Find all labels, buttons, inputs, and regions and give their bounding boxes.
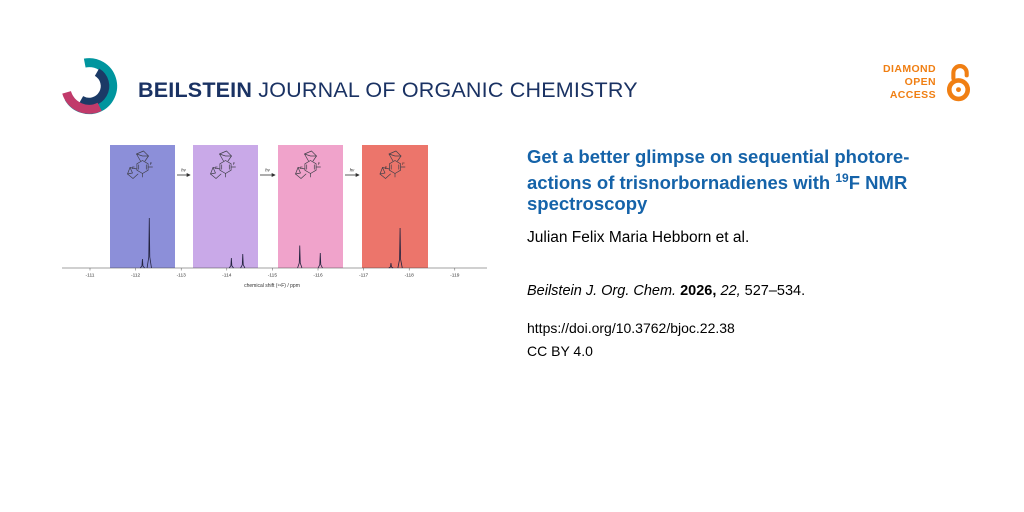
- fluorine-label: F: [132, 165, 135, 170]
- lock-body: [946, 78, 971, 102]
- nmr-figure: F F F F F F F F hν hν hν -111 -112 -113 -11…: [62, 145, 487, 289]
- lock-keyhole: [956, 87, 961, 93]
- axis-tick-label: -117: [359, 273, 369, 279]
- fluorine-label: F: [233, 161, 236, 166]
- article-license: CC BY 4.0: [527, 342, 593, 359]
- axis-label: chemical shift (¹⁹F) / ppm: [244, 283, 300, 289]
- axis-tick-label: -112: [131, 273, 141, 279]
- hv-label: hν: [350, 168, 355, 173]
- lock-shackle: [951, 64, 969, 81]
- logo-crimson-arc: [62, 90, 102, 114]
- axis-tick-label: -114: [222, 273, 232, 279]
- citation-year: 2026,: [680, 282, 721, 299]
- title-line-1: Get a better glimpse on sequential photo…: [527, 146, 910, 167]
- journal-name-rest: JOURNAL OF ORGANIC CHEMISTRY: [252, 78, 638, 102]
- fluorine-label: F: [300, 165, 303, 170]
- journal-name-bold: BEILSTEIN: [138, 78, 253, 102]
- oa-line-access: ACCESS: [889, 89, 936, 101]
- nmr-peak: [317, 252, 323, 269]
- axis-tick-label: -115: [268, 273, 278, 279]
- nmr-peak: [397, 227, 403, 269]
- spectrum-panel-2: [193, 145, 258, 268]
- article-citation: Beilstein J. Org. Chem. 2026, 22, 527–53…: [527, 283, 973, 299]
- beilstein-logo: [62, 58, 118, 115]
- open-access-badge: DIAMOND OPEN ACCESS: [883, 62, 974, 103]
- title-line-3: spectroscopy: [527, 193, 648, 215]
- article-meta: Get a better glimpse on sequential photo…: [527, 146, 973, 359]
- axis-tick-label: -111: [86, 273, 95, 279]
- citation-journal: Beilstein J. Org. Chem.: [527, 282, 681, 299]
- journal-title: BEILSTEIN JOURNAL OF ORGANIC CHEMISTRY: [138, 78, 638, 103]
- oa-line-open: OPEN: [904, 76, 936, 88]
- nmr-peak: [146, 217, 152, 269]
- fluorine-label: F: [215, 165, 218, 170]
- nmr-peak: [240, 253, 246, 269]
- axis-tick-label: -116: [313, 273, 323, 279]
- nmr-peak: [388, 262, 394, 269]
- oa-line-diamond: DIAMOND: [883, 63, 936, 75]
- fluorine-label: F: [402, 161, 405, 166]
- hv-label: hν: [181, 168, 186, 173]
- spectrum-panel-3: [278, 145, 343, 268]
- title-line-2-post: F NMR: [848, 171, 908, 193]
- spectrum-panel-4: [362, 145, 428, 268]
- citation-pages: 527–534.: [744, 282, 806, 299]
- hv-label: hν: [265, 168, 270, 173]
- nmr-peak: [228, 257, 234, 269]
- nmr-peaks: [139, 217, 403, 269]
- nmr-peak: [297, 245, 303, 269]
- citation-volume: 22,: [720, 282, 745, 299]
- nmr-ticks: -111 -112 -113 -114 -115 -116 -117 -118 -119: [86, 268, 460, 279]
- article-authors: Julian Felix Maria Hebborn et al.: [527, 228, 750, 246]
- open-access-label: DIAMOND OPEN ACCESS: [883, 63, 936, 102]
- fluorine-label: F: [150, 161, 153, 166]
- logo-navy-arc: [78, 68, 110, 107]
- axis-tick-label: -113: [177, 273, 187, 279]
- article-doi-link[interactable]: https://doi.org/10.3762/bjoc.22.38: [527, 319, 735, 336]
- spectrum-panel-1: [110, 145, 175, 268]
- fluorine-label: F: [385, 165, 388, 170]
- axis-tick-label: -118: [405, 273, 415, 279]
- fluorine-label: F: [318, 161, 321, 166]
- axis-tick-label: -119: [450, 273, 460, 279]
- open-access-lock-icon: [946, 64, 971, 102]
- nmr-peak: [139, 258, 145, 269]
- article-title: Get a better glimpse on sequential photo…: [527, 146, 973, 215]
- title-line-2-pre: actions of trisnorbornadienes with: [527, 171, 836, 193]
- title-superscript-19: 19: [835, 170, 849, 185]
